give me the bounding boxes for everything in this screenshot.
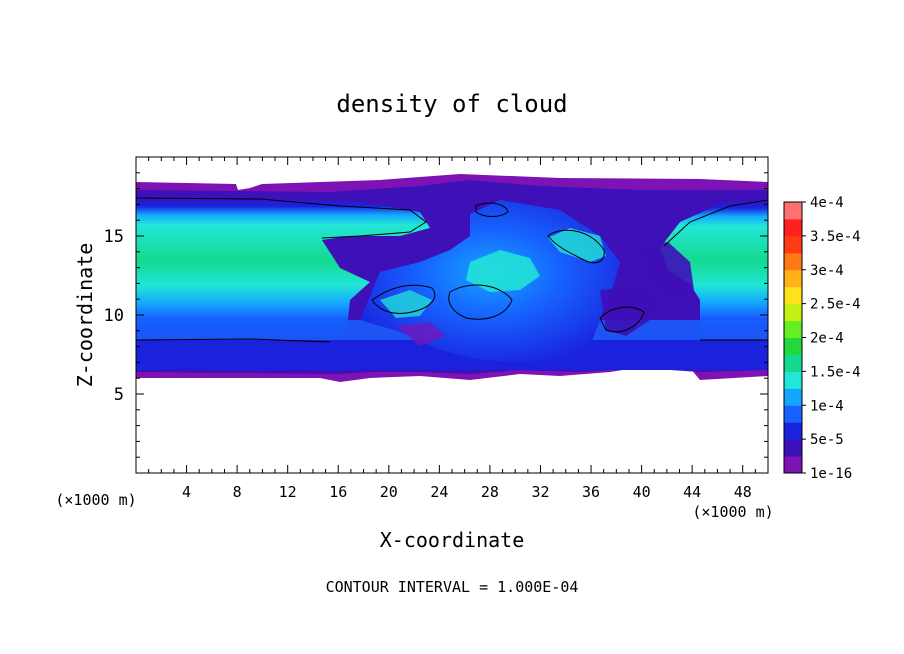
x-tick-label: 28 <box>481 483 499 501</box>
colorbar-label: 2.5e-4 <box>810 297 861 313</box>
colorbar-segment <box>784 303 802 322</box>
x-tick-label: 4 <box>182 483 191 501</box>
colorbar-segment <box>784 235 802 254</box>
colorbar-segment <box>784 202 802 220</box>
contour-interval-note: CONTOUR INTERVAL = 1.000E-04 <box>326 578 579 596</box>
x-tick-label: 24 <box>430 483 448 501</box>
colorbar-segment <box>784 337 802 355</box>
colorbar-segment <box>784 422 802 440</box>
y-tick-label: 15 <box>104 227 124 247</box>
colorbar-label: 3.5e-4 <box>810 229 861 245</box>
x-tick-label: 40 <box>633 483 651 501</box>
colorbar-label: 1e-4 <box>810 398 844 414</box>
colorbar-segment <box>784 371 802 389</box>
x-unit-label: (×1000 m) <box>692 503 773 521</box>
colorbar: 1e-16 5e-5 1e-4 1.5e-4 2e-4 2.5e-4 3e-4 3.5e-4 4… <box>783 195 861 482</box>
y-axis-label: Z-coordinate <box>73 243 97 388</box>
x-tick-label: 32 <box>531 483 549 501</box>
x-tick-label: 16 <box>329 483 347 501</box>
colorbar-label: 5e-5 <box>810 432 844 448</box>
y-unit-label: (×1000 m) <box>55 491 136 509</box>
x-tick-label: 20 <box>380 483 398 501</box>
colorbar-segment <box>784 439 802 457</box>
colorbar-segment <box>784 405 802 423</box>
colorbar-segment <box>784 218 802 237</box>
x-tick-label: 8 <box>233 483 242 501</box>
colorbar-label: 1e-16 <box>810 466 852 482</box>
colorbar-segment <box>784 252 802 271</box>
x-tick-label: 48 <box>734 483 752 501</box>
colorbar-segment <box>784 456 802 474</box>
cloud-right-anvil <box>660 198 768 338</box>
colorbar-segment <box>784 388 802 406</box>
y-tick-label: 10 <box>104 306 124 326</box>
cloud-core-patch <box>466 250 540 292</box>
plot-area <box>136 174 768 382</box>
x-axis-label: X-coordinate <box>380 528 525 552</box>
colorbar-segment <box>784 269 802 288</box>
x-tick-label: 12 <box>279 483 297 501</box>
colorbar-segment <box>784 286 802 305</box>
colorbar-label: 4e-4 <box>810 195 844 211</box>
colorbar-label: 3e-4 <box>810 263 844 279</box>
colorbar-label: 1.5e-4 <box>810 364 861 380</box>
colorbar-segment <box>784 320 802 338</box>
chart-title: density of cloud <box>336 90 567 118</box>
x-tick-label: 36 <box>582 483 600 501</box>
contour-lines <box>136 197 768 343</box>
colorbar-segment <box>784 354 802 372</box>
cloud-left-anvil <box>136 196 430 340</box>
y-axis: 5 10 15 <box>104 172 768 458</box>
x-axis: 4 8 12 16 20 24 28 32 36 40 44 48 <box>148 157 756 501</box>
colorbar-label: 2e-4 <box>810 331 844 347</box>
y-tick-label: 5 <box>114 385 124 405</box>
x-tick-label: 44 <box>683 483 701 501</box>
